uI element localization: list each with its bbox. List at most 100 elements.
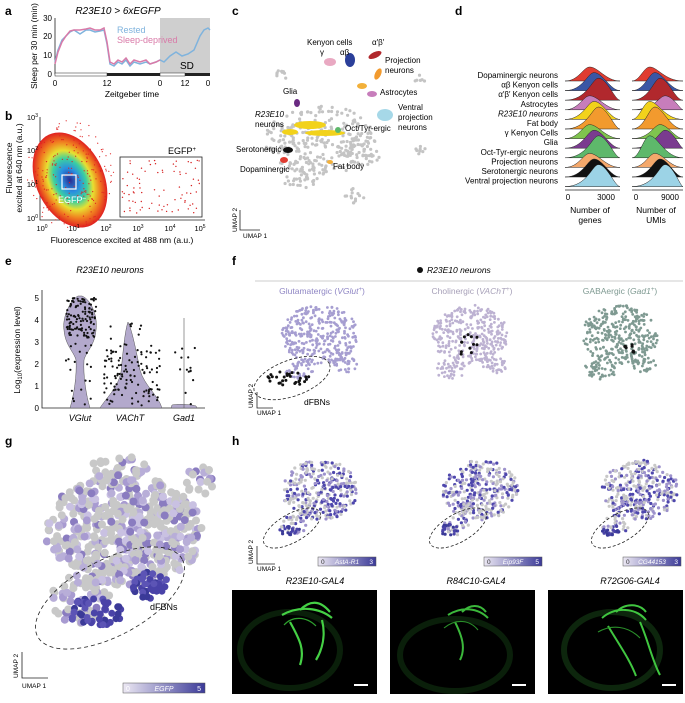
cell-dot <box>283 167 287 171</box>
cell-dot <box>470 357 474 360</box>
cell-dot <box>63 588 71 597</box>
cell-dot <box>499 484 503 488</box>
cluster-fat-body <box>357 83 367 89</box>
label-fat-body: Fat body <box>333 162 364 171</box>
cell-dot <box>450 311 454 315</box>
cell-dot <box>188 470 197 479</box>
cell-dot <box>148 563 157 571</box>
cell-dot <box>305 110 310 114</box>
cell-dot <box>79 300 82 303</box>
cell-dot <box>133 355 137 358</box>
cell-dot <box>337 330 340 334</box>
cell-dot <box>461 320 465 324</box>
panel-c: c Kenyon cells γ αβ α′β′ Projection neur… <box>232 4 433 240</box>
cell-dot <box>665 508 669 513</box>
cell-dot <box>449 329 452 333</box>
cell-dot <box>192 379 195 382</box>
cell-dot <box>338 341 342 345</box>
cell-dot <box>82 182 84 184</box>
cell-dot <box>663 489 667 493</box>
cell-dot <box>337 369 341 372</box>
cell-dot <box>66 197 68 199</box>
cell-dot <box>652 511 656 515</box>
cell-dot <box>443 359 447 363</box>
cell-dot <box>190 192 192 195</box>
cell-dot <box>121 554 130 563</box>
cell-dot <box>621 318 625 321</box>
cell-dot <box>333 465 337 469</box>
cell-dot <box>140 460 149 469</box>
cluster-gamma-kc <box>324 58 336 66</box>
cell-dot <box>187 533 196 542</box>
cell-dot <box>85 351 88 354</box>
colorbar-gene: Eip93F <box>503 559 525 566</box>
cell-dot <box>489 358 492 362</box>
cell-dot <box>112 171 115 173</box>
cell-dot <box>445 320 448 323</box>
cell-dot <box>90 595 98 603</box>
cell-dot <box>86 315 89 318</box>
cell-dot <box>313 467 317 471</box>
cell-dot <box>500 495 505 500</box>
cell-dot <box>186 192 188 194</box>
cell-dot <box>447 344 451 348</box>
cell-dot <box>163 189 165 191</box>
cell-dot <box>340 146 344 150</box>
cell-dot <box>314 346 318 349</box>
cell-dot <box>114 388 117 391</box>
cell-dot <box>129 374 132 377</box>
cell-dot <box>288 321 292 324</box>
cell-dot <box>603 478 608 482</box>
label-apbp: α′β′ <box>372 38 385 47</box>
panel-g: g dFBNs UMAP 1 UMAP 2 0 EGFP 5 <box>5 434 216 694</box>
umap-axis1-c: UMAP 1 <box>243 233 267 240</box>
cell-dot <box>158 499 167 508</box>
cell-dot <box>475 498 479 502</box>
cell-dot <box>331 489 335 494</box>
cell-dot <box>507 470 511 474</box>
label-ventral-1: Ventral <box>398 103 423 112</box>
cell-dot <box>346 362 349 366</box>
cell-dot <box>452 529 456 533</box>
cell-dot <box>156 396 159 399</box>
cell-dot <box>328 509 332 513</box>
cell-dot <box>154 351 157 354</box>
cell-dot <box>435 325 438 329</box>
cell-dot <box>496 510 500 514</box>
cell-dot <box>630 329 634 333</box>
cell-dot <box>462 343 466 347</box>
cell-dot <box>294 177 299 181</box>
cell-dot <box>298 349 302 353</box>
cell-dot <box>608 470 612 474</box>
cell-dot <box>52 141 55 143</box>
cluster-projection <box>374 68 382 80</box>
cell-dot <box>46 169 48 171</box>
cell-dot <box>468 361 472 364</box>
cell-dot <box>267 376 271 380</box>
cell-dot <box>56 153 59 155</box>
ytick: 0 <box>48 70 53 79</box>
cell-dot <box>142 489 150 498</box>
cell-dot <box>612 373 616 377</box>
cell-dot <box>156 481 165 490</box>
cell-dot <box>104 199 106 201</box>
cell-dot <box>114 350 118 353</box>
cell-dot <box>81 317 84 320</box>
cell-dot <box>317 105 321 109</box>
cell-dot <box>496 332 499 336</box>
cell-dot <box>451 339 454 343</box>
cell-dot <box>582 339 586 343</box>
panel-e-yticks: 0 1 2 3 4 5 <box>35 294 40 413</box>
cell-dot <box>316 492 320 496</box>
cell-dot <box>69 321 72 324</box>
cell-dot <box>45 189 48 191</box>
cell-dot <box>31 180 33 182</box>
cell-dot <box>584 320 588 324</box>
cell-dot <box>450 315 454 319</box>
cell-dot <box>71 161 73 163</box>
confocal-r23e10 <box>232 590 377 694</box>
cell-dot <box>590 362 594 366</box>
cell-dot <box>97 142 99 144</box>
cell-dot <box>83 195 85 197</box>
cell-dot <box>123 210 126 213</box>
